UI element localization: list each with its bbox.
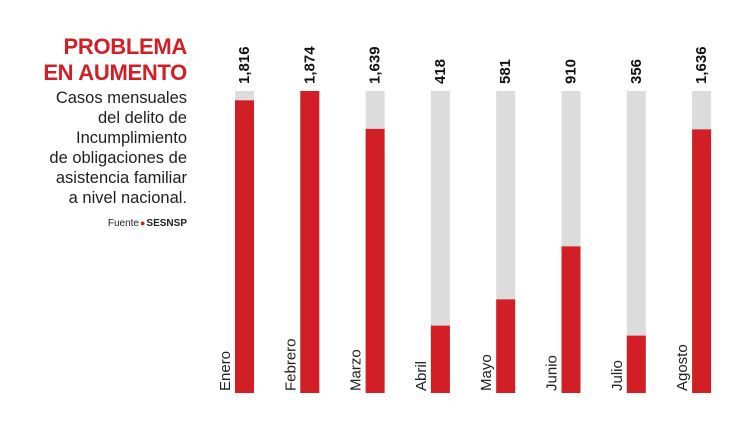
value-label: 418 — [432, 59, 449, 84]
bar — [365, 128, 385, 394]
category-label: Enero — [217, 351, 234, 391]
category-label: Julio — [609, 360, 626, 391]
subtitle-line-4: de obligaciones de — [49, 149, 187, 167]
value-label: 1,874 — [301, 46, 318, 84]
bar — [235, 100, 254, 393]
source-label: Fuente — [107, 218, 139, 229]
category-label: Marzo — [348, 349, 365, 391]
value-label: 910 — [563, 59, 580, 84]
source-org: SESNSP — [146, 218, 187, 229]
category-label: Mayo — [478, 354, 495, 391]
bar-track — [430, 91, 450, 393]
category-label: Febrero — [282, 338, 299, 391]
bar — [496, 299, 516, 393]
category-label: Junio — [544, 355, 561, 391]
subtitle-line-1: Casos mensuales — [55, 89, 187, 107]
value-label: 1,636 — [693, 46, 710, 84]
title-line-1: PROBLEMA — [63, 34, 188, 59]
bar-track — [626, 91, 646, 393]
value-label: 1,639 — [367, 46, 384, 84]
bar — [561, 246, 581, 393]
bar — [430, 325, 450, 393]
category-label: Agosto — [674, 344, 691, 391]
chart-title: PROBLEMA EN AUMENTO — [43, 34, 187, 86]
bar — [626, 335, 646, 393]
bar — [692, 129, 712, 394]
subtitle-line-5: asistencia familiar — [55, 169, 187, 187]
subtitle-line-6: a nivel nacional. — [68, 189, 187, 207]
value-label: 1,816 — [236, 46, 253, 84]
value-label: 356 — [628, 59, 645, 84]
category-label: Abril — [413, 361, 430, 391]
source-note: Fuente●SESNSP — [108, 218, 187, 229]
bar — [300, 91, 320, 393]
subtitle-line-3: Incumplimiento — [76, 129, 187, 147]
subtitle-line-2: del delito de — [98, 109, 187, 127]
title-line-2: EN AUMENTO — [43, 60, 187, 85]
chart-subtitle: Casos mensuales del delito de Incumplimi… — [0, 88, 187, 208]
bullet-icon: ● — [139, 218, 146, 228]
value-label: 581 — [497, 59, 514, 84]
